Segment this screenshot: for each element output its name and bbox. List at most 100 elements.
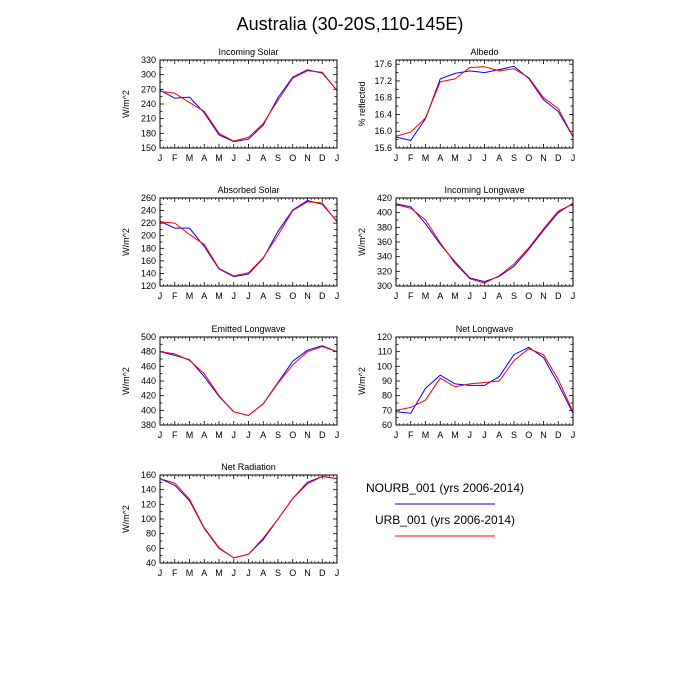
y-tick-label-incoming-solar: 270: [141, 84, 156, 94]
x-tick-label-albedo: J: [394, 153, 399, 163]
x-tick-label-emitted-longwave: M: [186, 430, 194, 440]
y-axis-label-incoming-solar: W/m^2: [121, 90, 131, 118]
x-tick-label-net-longwave: A: [437, 430, 443, 440]
x-tick-label-incoming-longwave: A: [496, 291, 502, 301]
series-line-urb-001-net-longwave: [395, 348, 574, 413]
x-tick-label-net-longwave: A: [496, 430, 502, 440]
x-tick-label-absorbed-solar: J: [158, 291, 163, 301]
x-tick-label-emitted-longwave: D: [319, 430, 326, 440]
y-tick-label-net-longwave: 70: [382, 405, 392, 415]
plot-frame-incoming-longwave: [395, 197, 574, 287]
x-tick-label-albedo: D: [555, 153, 562, 163]
x-tick-label-incoming-solar: M: [186, 153, 194, 163]
x-tick-label-absorbed-solar: F: [172, 291, 178, 301]
x-tick-label-net-radiation: J: [246, 568, 251, 578]
legend: NOURB_001 (yrs 2006-2014) URB_001 (yrs 2…: [366, 481, 524, 537]
y-tick-label-net-longwave: 80: [382, 391, 392, 401]
series-line-nourb-001-albedo: [395, 65, 574, 142]
x-tick-label-net-longwave: M: [422, 430, 430, 440]
x-tick-label-incoming-solar: J: [335, 153, 340, 163]
x-tick-label-incoming-solar: J: [246, 153, 251, 163]
x-tick-label-albedo: J: [571, 153, 576, 163]
panel-title-albedo: Albedo: [470, 47, 498, 57]
x-tick-label-net-radiation: M: [215, 568, 223, 578]
series-line-nourb-001-net-longwave: [395, 346, 574, 414]
x-tick-label-albedo: O: [525, 153, 532, 163]
y-axis-label-incoming-longwave: W/m^2: [357, 228, 367, 256]
x-tick-label-net-radiation: J: [158, 568, 163, 578]
series-line-nourb-001-absorbed-solar: [159, 199, 338, 278]
x-tick-label-absorbed-solar: A: [260, 291, 266, 301]
y-tick-label-absorbed-solar: 220: [141, 218, 156, 228]
y-tick-label-incoming-longwave: 340: [377, 252, 392, 262]
x-tick-label-net-radiation: M: [186, 568, 194, 578]
x-tick-label-net-longwave: O: [525, 430, 532, 440]
series-line-urb-001-net-radiation: [159, 475, 338, 559]
x-tick-label-net-longwave: M: [451, 430, 459, 440]
y-tick-label-incoming-solar: 300: [141, 70, 156, 80]
x-tick-label-incoming-longwave: A: [437, 291, 443, 301]
x-tick-label-incoming-longwave: J: [482, 291, 487, 301]
x-tick-label-incoming-longwave: S: [511, 291, 517, 301]
series-line-urb-001-absorbed-solar: [159, 201, 338, 277]
y-tick-label-absorbed-solar: 240: [141, 206, 156, 216]
y-tick-label-absorbed-solar: 120: [141, 281, 156, 291]
y-tick-label-emitted-longwave: 460: [141, 361, 156, 371]
y-tick-label-emitted-longwave: 440: [141, 376, 156, 386]
y-tick-label-albedo: 17.6: [374, 59, 392, 69]
y-tick-label-absorbed-solar: 160: [141, 256, 156, 266]
x-tick-label-emitted-longwave: J: [158, 430, 163, 440]
series-line-nourb-001-incoming-longwave: [395, 202, 574, 283]
x-tick-label-albedo: N: [540, 153, 547, 163]
series-line-urb-001-albedo: [395, 66, 574, 137]
y-tick-label-net-radiation: 140: [141, 485, 156, 495]
legend-label-urb: URB_001 (yrs 2006-2014): [375, 513, 515, 527]
x-tick-label-incoming-longwave: O: [525, 291, 532, 301]
y-tick-label-albedo: 16.0: [374, 126, 392, 136]
series-line-urb-001-incoming-longwave: [395, 203, 574, 284]
y-tick-label-emitted-longwave: 400: [141, 405, 156, 415]
y-tick-label-emitted-longwave: 480: [141, 347, 156, 357]
legend-label-nourb: NOURB_001 (yrs 2006-2014): [366, 481, 524, 495]
y-tick-label-emitted-longwave: 500: [141, 332, 156, 342]
x-tick-label-emitted-longwave: A: [201, 430, 207, 440]
y-tick-label-albedo: 17.2: [374, 76, 392, 86]
y-axis-label-emitted-longwave: W/m^2: [121, 367, 131, 395]
panel-title-emitted-longwave: Emitted Longwave: [211, 324, 285, 334]
x-tick-label-albedo: A: [437, 153, 443, 163]
y-tick-label-absorbed-solar: 180: [141, 243, 156, 253]
x-tick-label-absorbed-solar: D: [319, 291, 326, 301]
y-tick-label-incoming-solar: 150: [141, 143, 156, 153]
x-tick-label-net-longwave: J: [482, 430, 487, 440]
y-tick-label-emitted-longwave: 420: [141, 391, 156, 401]
x-tick-label-incoming-solar: D: [319, 153, 326, 163]
y-tick-label-incoming-longwave: 400: [377, 208, 392, 218]
x-tick-label-incoming-solar: A: [201, 153, 207, 163]
y-tick-label-incoming-longwave: 420: [377, 193, 392, 203]
x-tick-label-albedo: J: [482, 153, 487, 163]
y-tick-label-absorbed-solar: 260: [141, 193, 156, 203]
y-tick-label-absorbed-solar: 140: [141, 268, 156, 278]
x-tick-label-incoming-solar: F: [172, 153, 178, 163]
y-tick-label-albedo: 16.4: [374, 109, 392, 119]
x-tick-label-net-radiation: S: [275, 568, 281, 578]
y-tick-label-albedo: 15.6: [374, 143, 392, 153]
x-tick-label-emitted-longwave: J: [335, 430, 340, 440]
x-tick-label-net-radiation: F: [172, 568, 178, 578]
series-line-nourb-001-incoming-solar: [159, 69, 338, 143]
x-tick-label-incoming-longwave: M: [451, 291, 459, 301]
y-axis-label-absorbed-solar: W/m^2: [121, 228, 131, 256]
y-tick-label-incoming-longwave: 300: [377, 281, 392, 291]
plot-frame-albedo: [395, 59, 574, 149]
x-tick-label-absorbed-solar: A: [201, 291, 207, 301]
x-tick-label-incoming-longwave: N: [540, 291, 547, 301]
y-tick-label-incoming-solar: 240: [141, 99, 156, 109]
x-tick-label-incoming-solar: J: [158, 153, 163, 163]
